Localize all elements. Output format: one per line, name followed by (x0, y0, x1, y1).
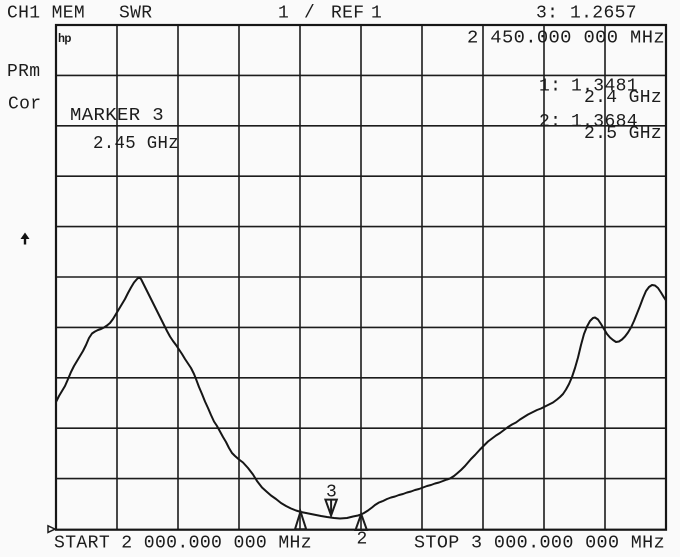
svg-text:1.3684: 1.3684 (571, 112, 638, 132)
svg-text:1.3481: 1.3481 (571, 76, 638, 96)
svg-text:3: 3 (326, 482, 337, 502)
svg-text:START 2 000.000 000 MHz: START 2 000.000 000 MHz (54, 534, 312, 554)
svg-text:STOP 3 000.000 000 MHz: STOP 3 000.000 000 MHz (414, 534, 665, 554)
svg-text:SWR: SWR (119, 3, 152, 23)
svg-text:2.45 GHz: 2.45 GHz (93, 134, 179, 154)
svg-text:2.4 GHz: 2.4 GHz (584, 88, 662, 108)
svg-text:2.5 GHz: 2.5 GHz (584, 124, 662, 144)
svg-text:MARKER 3: MARKER 3 (70, 106, 164, 126)
svg-text:1: 1 (278, 3, 289, 23)
svg-text:1.2657: 1.2657 (570, 3, 637, 23)
svg-text:REF: REF (331, 3, 364, 23)
svg-text:hp: hp (58, 33, 71, 45)
svg-text:2: 2 (357, 529, 368, 549)
svg-text:1: 1 (371, 3, 382, 23)
svg-text:2:: 2: (539, 112, 561, 132)
svg-text:CH1 MEM: CH1 MEM (7, 3, 85, 23)
svg-text:/: / (304, 3, 315, 23)
svg-text:3:: 3: (536, 3, 558, 23)
svg-text:PRm: PRm (7, 62, 40, 82)
svg-text:Cor: Cor (8, 94, 41, 114)
svg-text:1:: 1: (539, 76, 561, 96)
svg-text:2 450.000 000 MHz: 2 450.000 000 MHz (467, 29, 665, 49)
